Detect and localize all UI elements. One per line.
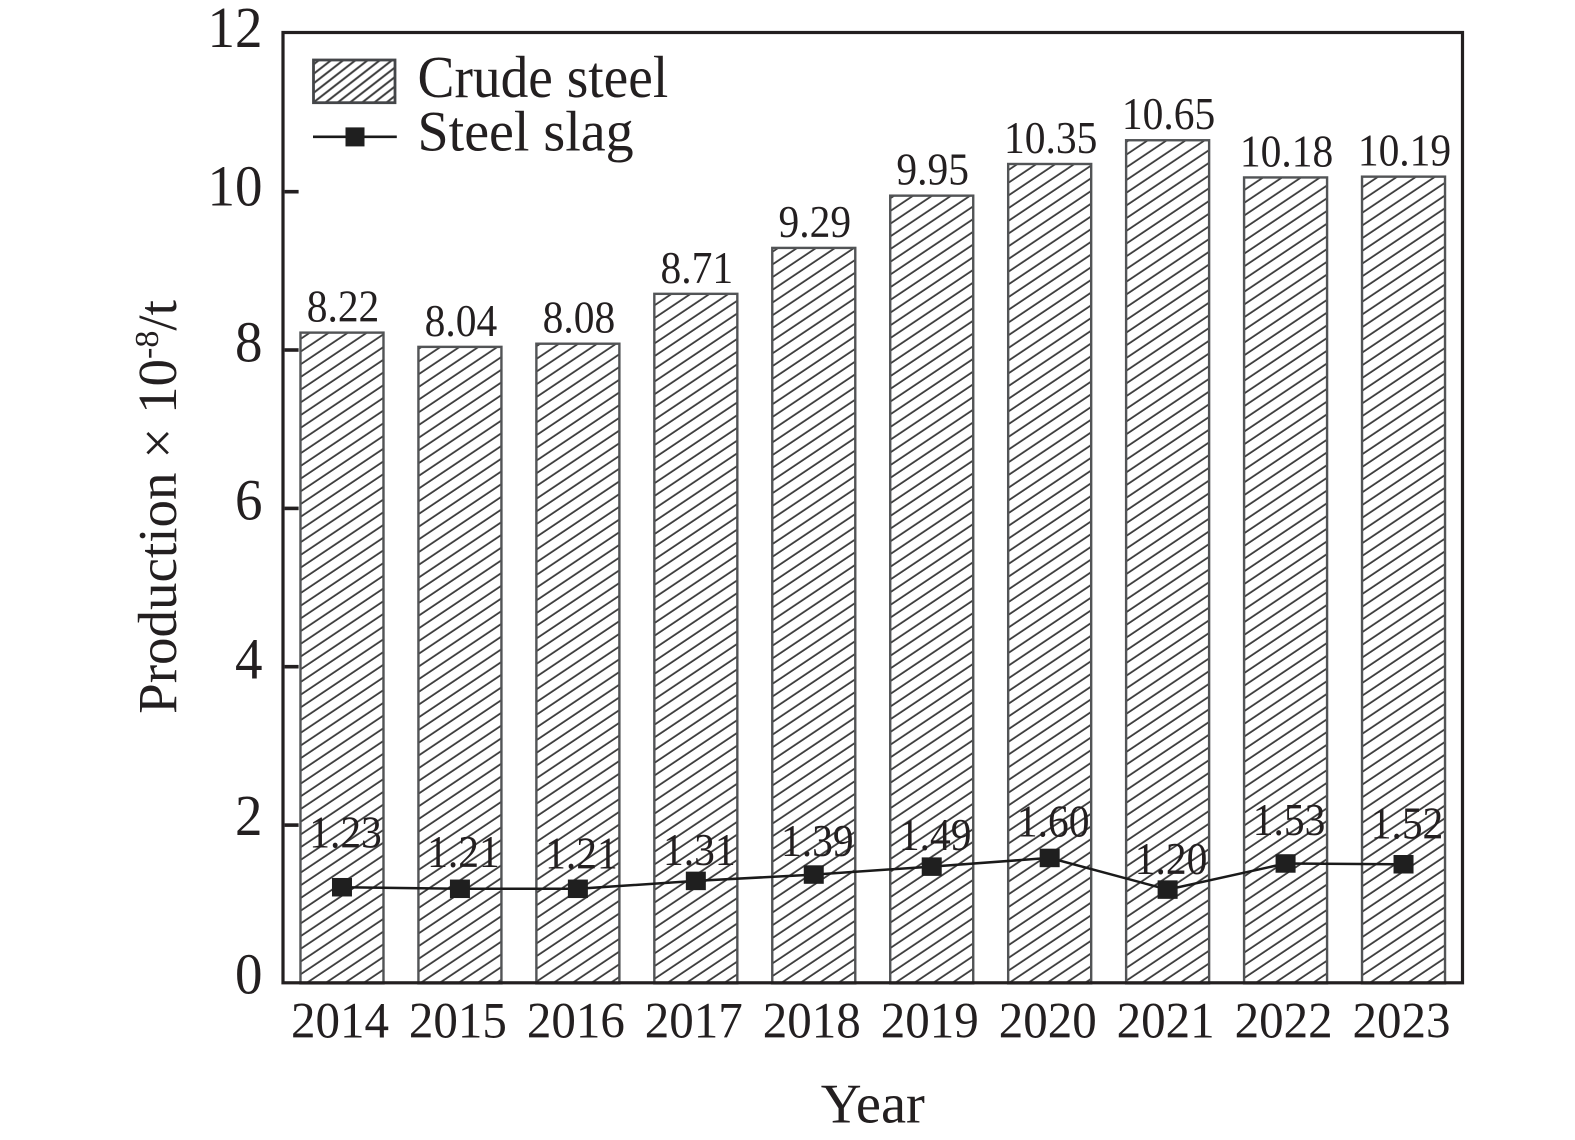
svg-text:2016: 2016 — [527, 993, 625, 1049]
svg-text:9.29: 9.29 — [778, 197, 851, 247]
svg-text:2022: 2022 — [1235, 993, 1333, 1049]
svg-text:10: 10 — [208, 155, 263, 218]
svg-text:2015: 2015 — [409, 993, 507, 1049]
svg-text:1.49: 1.49 — [899, 810, 972, 860]
svg-text:12: 12 — [208, 0, 263, 60]
svg-text:8.04: 8.04 — [425, 296, 498, 346]
svg-text:9.95: 9.95 — [896, 145, 969, 195]
svg-text:6: 6 — [235, 469, 262, 532]
svg-text:8: 8 — [235, 311, 262, 374]
svg-text:1.21: 1.21 — [427, 827, 500, 877]
svg-text:8.22: 8.22 — [307, 282, 380, 332]
svg-text:1.39: 1.39 — [781, 816, 854, 866]
svg-text:0: 0 — [235, 943, 262, 1006]
svg-text:1.23: 1.23 — [309, 808, 382, 858]
svg-text:2018: 2018 — [763, 993, 861, 1049]
svg-text:1.60: 1.60 — [1017, 797, 1090, 847]
svg-text:2014: 2014 — [291, 993, 389, 1049]
svg-text:1.31: 1.31 — [663, 825, 736, 875]
svg-text:Production × 10-8/t: Production × 10-8/t — [127, 300, 188, 714]
svg-text:Year: Year — [821, 1073, 925, 1135]
svg-text:10.65: 10.65 — [1122, 89, 1215, 139]
svg-text:10.18: 10.18 — [1240, 127, 1333, 177]
svg-text:1.21: 1.21 — [545, 829, 618, 879]
svg-text:8.71: 8.71 — [660, 243, 733, 293]
svg-text:8.08: 8.08 — [543, 293, 616, 343]
svg-text:Crude steel: Crude steel — [418, 45, 669, 110]
svg-text:2021: 2021 — [1117, 993, 1215, 1049]
svg-text:2: 2 — [235, 785, 262, 848]
svg-text:2019: 2019 — [881, 993, 979, 1049]
svg-text:1.20: 1.20 — [1135, 834, 1208, 884]
svg-text:1.52: 1.52 — [1371, 799, 1444, 849]
svg-text:1.53: 1.53 — [1253, 795, 1326, 845]
svg-text:10.19: 10.19 — [1358, 126, 1451, 176]
svg-text:10.35: 10.35 — [1004, 113, 1097, 163]
svg-text:Steel slag: Steel slag — [418, 101, 634, 164]
svg-text:2020: 2020 — [999, 993, 1097, 1049]
svg-text:4: 4 — [235, 629, 262, 692]
svg-text:2023: 2023 — [1353, 993, 1451, 1049]
svg-text:2017: 2017 — [645, 993, 743, 1049]
